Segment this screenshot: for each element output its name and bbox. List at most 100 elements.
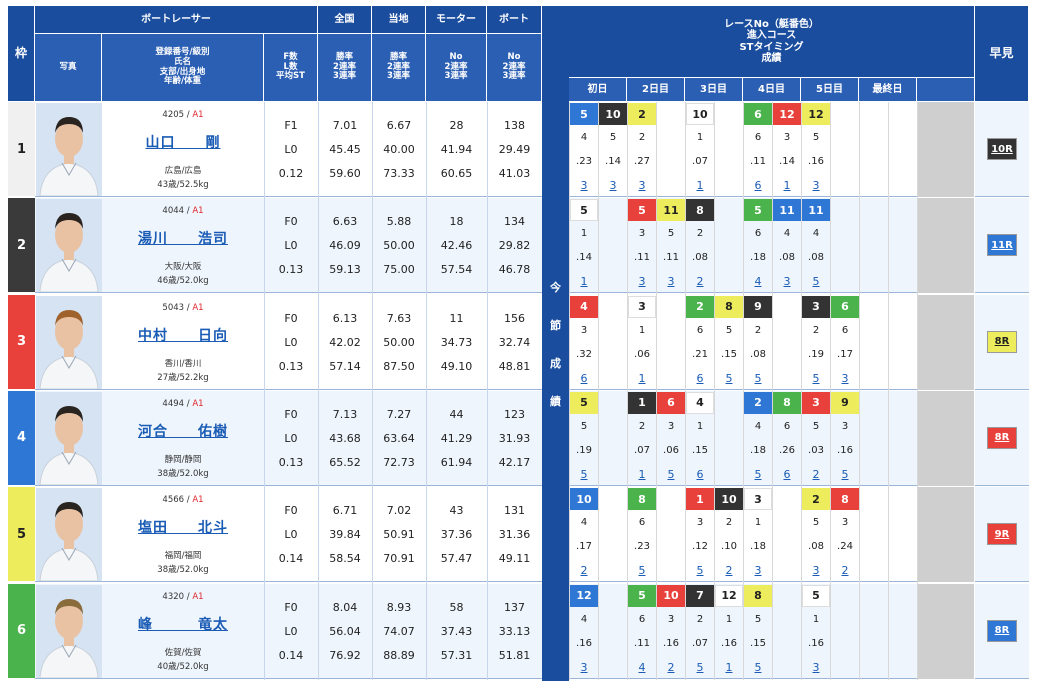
hayami-link[interactable]: 10R <box>987 138 1017 160</box>
final-day-empty <box>918 487 974 583</box>
entry-course: 2 <box>638 132 646 143</box>
z-stat-0: 7.01 <box>332 119 358 132</box>
st-timing: .21 <box>692 348 708 360</box>
f-count: F0 <box>284 504 298 518</box>
race-result-link[interactable]: 3 <box>638 179 646 192</box>
race-result-link[interactable]: 3 <box>667 275 675 289</box>
race-result-link[interactable]: 5 <box>580 467 588 481</box>
race-result-link[interactable]: 5 <box>638 564 646 578</box>
race-result-link[interactable]: 2 <box>841 564 849 578</box>
race-result-link[interactable]: 2 <box>696 275 704 289</box>
race-no-box: 5 <box>628 199 656 222</box>
race-result-link[interactable]: 6 <box>783 467 791 481</box>
race-result-link[interactable]: 6 <box>696 467 704 481</box>
racer-reg: 4044 / A1 <box>102 206 264 216</box>
racer-reg: 4566 / A1 <box>102 495 264 505</box>
b-stat-2: 41.03 <box>498 167 531 180</box>
racer-name-link[interactable]: 湯川 浩司 <box>138 231 228 248</box>
race-result-link[interactable]: 3 <box>609 179 617 192</box>
race-result-link[interactable]: 3 <box>638 275 646 289</box>
race-result-link[interactable]: 5 <box>725 371 733 385</box>
final-day-empty <box>918 583 974 679</box>
race-result-link[interactable]: 1 <box>696 179 704 192</box>
race-result-link[interactable]: 5 <box>667 467 675 481</box>
race-result-link[interactable]: 1 <box>638 467 646 481</box>
m-stat-0: 11 <box>449 311 464 325</box>
t-stat-1: 50.00 <box>383 239 415 253</box>
st-timing: .16 <box>837 444 853 456</box>
race-result-link[interactable]: 3 <box>580 179 588 192</box>
race-no-box: 7 <box>686 584 714 607</box>
hayami-link[interactable]: 8R <box>987 426 1017 449</box>
race-result-link[interactable]: 4 <box>754 275 762 289</box>
day-header-4: 4日目 <box>743 78 801 102</box>
race-result-link[interactable]: 3 <box>783 275 791 289</box>
racer-name-link[interactable]: 河合 佑樹 <box>138 423 228 440</box>
race-result-link[interactable]: 3 <box>841 371 849 385</box>
race-no-box: 8 <box>831 488 859 511</box>
racer-name-link[interactable]: 塩田 北斗 <box>138 520 228 537</box>
entry-course: 4 <box>580 613 588 625</box>
race-result-link[interactable]: 5 <box>696 564 704 578</box>
hayami-link[interactable]: 9R <box>987 523 1017 546</box>
race-result-link[interactable]: 1 <box>725 660 733 674</box>
race-result-link[interactable]: 3 <box>580 660 588 674</box>
race-result-link[interactable]: 5 <box>841 467 849 481</box>
race-no-box: 2 <box>802 488 830 511</box>
race-result-link[interactable]: 5 <box>754 371 762 385</box>
f-count: F0 <box>284 600 298 614</box>
race-result-link[interactable]: 3 <box>812 660 820 674</box>
lane-number: 1 <box>8 102 35 197</box>
st-timing: .06 <box>663 444 679 456</box>
racer-name-link[interactable]: 山口 剛 <box>145 135 221 151</box>
final-day-empty <box>918 390 974 486</box>
grid-line <box>426 102 427 680</box>
race-result-link[interactable]: 6 <box>580 371 588 385</box>
race-result-link[interactable]: 5 <box>754 467 762 481</box>
hayami-link[interactable]: 8R <box>987 619 1017 642</box>
race-result-link[interactable]: 1 <box>783 179 791 192</box>
race-result-link[interactable]: 3 <box>812 179 820 192</box>
racer-name-link[interactable]: 峰 竜太 <box>138 616 228 633</box>
entry-course: 5 <box>609 132 617 143</box>
racer-name-link[interactable]: 中村 日向 <box>138 327 228 344</box>
grid-line <box>569 102 570 680</box>
st-timing: .16 <box>576 637 592 649</box>
race-result-link[interactable]: 1 <box>638 371 646 385</box>
racer-photo <box>36 199 102 293</box>
race-result-link[interactable]: 2 <box>812 467 820 481</box>
m-stat-0: 18 <box>449 215 464 229</box>
race-no-box: 3 <box>628 295 656 318</box>
race-result-link[interactable]: 5 <box>812 371 820 385</box>
entry-course: 5 <box>725 324 733 336</box>
avg-st: 0.14 <box>278 648 304 662</box>
z-stat-1: 42.02 <box>329 335 361 349</box>
hayami-link[interactable]: 11R <box>987 234 1017 257</box>
race-result-link[interactable]: 5 <box>696 660 704 674</box>
race-result-link[interactable]: 3 <box>754 564 762 578</box>
b-stat-1: 31.93 <box>498 431 531 445</box>
race-result-link[interactable]: 2 <box>580 564 588 578</box>
race-no-box: 12 <box>802 103 830 125</box>
entry-course: 2 <box>812 324 820 336</box>
hayami-link[interactable]: 8R <box>987 330 1017 353</box>
race-result-link[interactable]: 6 <box>754 179 762 192</box>
grid-line <box>598 102 599 680</box>
race-result-link[interactable]: 5 <box>812 275 820 289</box>
race-result-link[interactable]: 2 <box>725 564 733 578</box>
z-stat-0: 6.63 <box>332 215 358 229</box>
racer-class: A1 <box>192 495 204 506</box>
race-result-link[interactable]: 1 <box>580 275 588 289</box>
race-result-link[interactable]: 2 <box>667 660 675 674</box>
race-result-link[interactable]: 6 <box>696 371 704 385</box>
grid-line <box>656 102 657 680</box>
race-result-link[interactable]: 3 <box>812 564 820 578</box>
z-stat-1: 43.68 <box>329 431 361 445</box>
entry-course: 2 <box>638 420 646 432</box>
avg-st: 0.13 <box>278 263 304 277</box>
l-count: L0 <box>284 431 298 445</box>
entry-course: 5 <box>812 517 820 529</box>
b-stat-0: 131 <box>504 504 525 518</box>
race-result-link[interactable]: 4 <box>638 660 646 674</box>
race-result-link[interactable]: 5 <box>754 660 762 674</box>
